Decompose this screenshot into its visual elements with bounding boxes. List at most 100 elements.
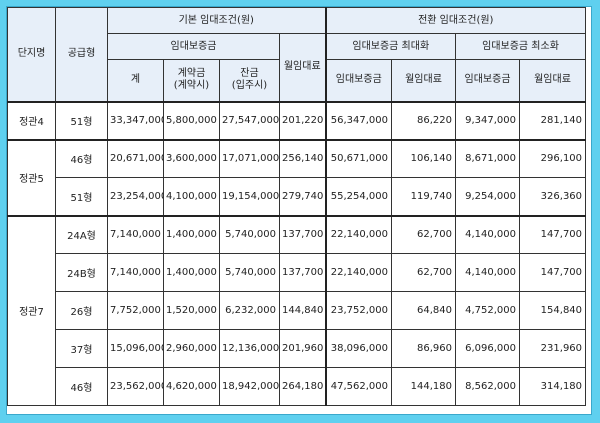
- contract-cell: 2,960,000: [163, 329, 220, 368]
- type-cell: 24B형: [55, 253, 108, 292]
- table-row: 26형 7,752,000 1,520,000 6,232,000 144,840 23,…: [8, 291, 587, 330]
- max-rent-cell: 64,840: [391, 291, 457, 330]
- type-cell: 46형: [55, 138, 108, 178]
- min-dep-cell: 4,752,000: [455, 291, 521, 330]
- max-dep-cell: 38,096,000: [324, 329, 393, 368]
- balance-cell: 19,154,000: [219, 177, 280, 216]
- contract-cell: 1,520,000: [163, 291, 220, 330]
- min-dep-cell: 6,096,000: [455, 329, 521, 368]
- total-cell: 33,347,000: [107, 101, 164, 140]
- max-dep-cell: 22,140,000: [324, 214, 393, 254]
- balance-cell: 6,232,000: [219, 291, 280, 330]
- min-dep-cell: 9,347,000: [455, 101, 521, 140]
- header-max-sub-deposit: 임대보증금: [324, 59, 393, 103]
- min-dep-cell: 8,562,000: [455, 367, 521, 406]
- header-type: 공급형: [55, 7, 108, 103]
- header-balance-label: 잔금: [240, 68, 259, 80]
- max-dep-cell: 50,671,000: [324, 138, 393, 178]
- min-rent-cell: 154,840: [519, 291, 587, 330]
- header-max-sub-rent: 월임대료: [391, 59, 457, 103]
- max-dep-cell: 55,254,000: [324, 177, 393, 216]
- rent-cell: 279,740: [278, 177, 327, 216]
- contract-cell: 3,600,000: [163, 138, 220, 178]
- total-cell: 7,140,000: [107, 214, 164, 254]
- max-rent-cell: 86,960: [391, 329, 457, 368]
- table-row: 37형 15,096,000 2,960,000 12,136,000 201,960 3…: [8, 329, 587, 368]
- table-row: 24B형 7,140,000 1,400,000 5,740,000 137,700 22…: [8, 253, 587, 292]
- rent-cell: 264,180: [278, 367, 327, 406]
- total-cell: 7,752,000: [107, 291, 164, 330]
- type-cell: 37형: [55, 329, 108, 368]
- min-rent-cell: 231,960: [519, 329, 587, 368]
- table-header: 단지명 공급형 기본 임대조건(원) 전환 임대조건(원) 임대보증금 월임대료…: [7, 7, 587, 103]
- min-rent-cell: 281,140: [519, 101, 587, 140]
- min-rent-cell: 147,700: [519, 253, 587, 292]
- max-rent-cell: 119,740: [391, 177, 457, 216]
- table-row: 정관5 46형 20,671,000 3,600,000 17,071,000 256,1…: [7, 138, 587, 216]
- header-min-deposit: 임대보증금 최소화: [455, 33, 587, 60]
- balance-cell: 17,071,000: [219, 138, 280, 178]
- min-dep-cell: 9,254,000: [455, 177, 521, 216]
- type-cell: 51형: [55, 177, 108, 216]
- contract-cell: 4,100,000: [163, 177, 220, 216]
- min-rent-cell: 326,360: [519, 177, 587, 216]
- total-cell: 23,562,000: [107, 367, 164, 406]
- rent-cell: 201,220: [278, 101, 327, 140]
- table-row: 51형 23,254,000 4,100,000 19,154,000 279,740 5…: [8, 177, 587, 216]
- max-dep-cell: 23,752,000: [324, 291, 393, 330]
- min-dep-cell: 4,140,000: [455, 253, 521, 292]
- max-rent-cell: 106,140: [391, 138, 457, 178]
- header-contract: 계약금 (계약시): [163, 59, 220, 103]
- balance-cell: 18,942,000: [219, 367, 280, 406]
- type-cell: 24A형: [55, 214, 108, 254]
- header-balance: 잔금 (입주시): [219, 59, 280, 103]
- rental-conditions-table: 단지명 공급형 기본 임대조건(원) 전환 임대조건(원) 임대보증금 월임대료…: [7, 7, 587, 406]
- balance-cell: 27,547,000: [219, 101, 280, 140]
- total-cell: 7,140,000: [107, 253, 164, 292]
- header-complex: 단지명: [7, 7, 56, 103]
- max-dep-cell: 56,347,000: [324, 101, 393, 140]
- balance-cell: 5,740,000: [219, 214, 280, 254]
- table-body: 정관4 51형 33,347,000 5,800,000 27,547,000 201,2…: [7, 101, 587, 406]
- type-cell: 51형: [55, 101, 108, 140]
- min-dep-cell: 4,140,000: [455, 214, 521, 254]
- header-monthly-rent: 월임대료: [278, 33, 327, 103]
- complex-name-cell: 정관4: [7, 101, 56, 140]
- max-rent-cell: 144,180: [391, 367, 457, 406]
- header-min-sub-deposit: 임대보증금: [455, 59, 521, 103]
- header-deposit: 임대보증금: [107, 33, 280, 60]
- rent-cell: 137,700: [278, 214, 327, 254]
- contract-cell: 1,400,000: [163, 214, 220, 254]
- contract-cell: 1,400,000: [163, 253, 220, 292]
- contract-cell: 5,800,000: [163, 101, 220, 140]
- rent-cell: 137,700: [278, 253, 327, 292]
- max-dep-cell: 22,140,000: [324, 253, 393, 292]
- max-rent-cell: 62,700: [391, 253, 457, 292]
- header-max-deposit: 임대보증금 최대화: [324, 33, 457, 60]
- header-conversion-conditions: 전환 임대조건(원): [324, 7, 587, 34]
- total-cell: 20,671,000: [107, 138, 164, 178]
- header-contract-label: 계약금: [177, 68, 206, 80]
- header-min-sub-rent: 월임대료: [519, 59, 587, 103]
- table-row: 46형 23,562,000 4,620,000 18,942,000 264,180 4…: [8, 367, 587, 406]
- min-dep-cell: 8,671,000: [455, 138, 521, 178]
- table-row: 정관7 24A형 7,140,000 1,400,000 5,740,000 137,70…: [7, 214, 587, 406]
- header-total: 계: [107, 59, 164, 103]
- balance-cell: 12,136,000: [219, 329, 280, 368]
- rent-cell: 201,960: [278, 329, 327, 368]
- total-cell: 15,096,000: [107, 329, 164, 368]
- header-contract-sub: (계약시): [173, 80, 210, 92]
- max-dep-cell: 47,562,000: [324, 367, 393, 406]
- table-row: 정관4 51형 33,347,000 5,800,000 27,547,000 201,2…: [7, 101, 587, 140]
- header-balance-sub: (입주시): [231, 80, 268, 92]
- balance-cell: 5,740,000: [219, 253, 280, 292]
- rent-cell: 144,840: [278, 291, 327, 330]
- type-cell: 46형: [55, 367, 108, 406]
- max-rent-cell: 62,700: [391, 214, 457, 254]
- complex-name-cell: 정관5: [7, 138, 56, 216]
- type-cell: 26형: [55, 291, 108, 330]
- rent-cell: 256,140: [278, 138, 327, 178]
- total-cell: 23,254,000: [107, 177, 164, 216]
- min-rent-cell: 296,100: [519, 138, 587, 178]
- min-rent-cell: 147,700: [519, 214, 587, 254]
